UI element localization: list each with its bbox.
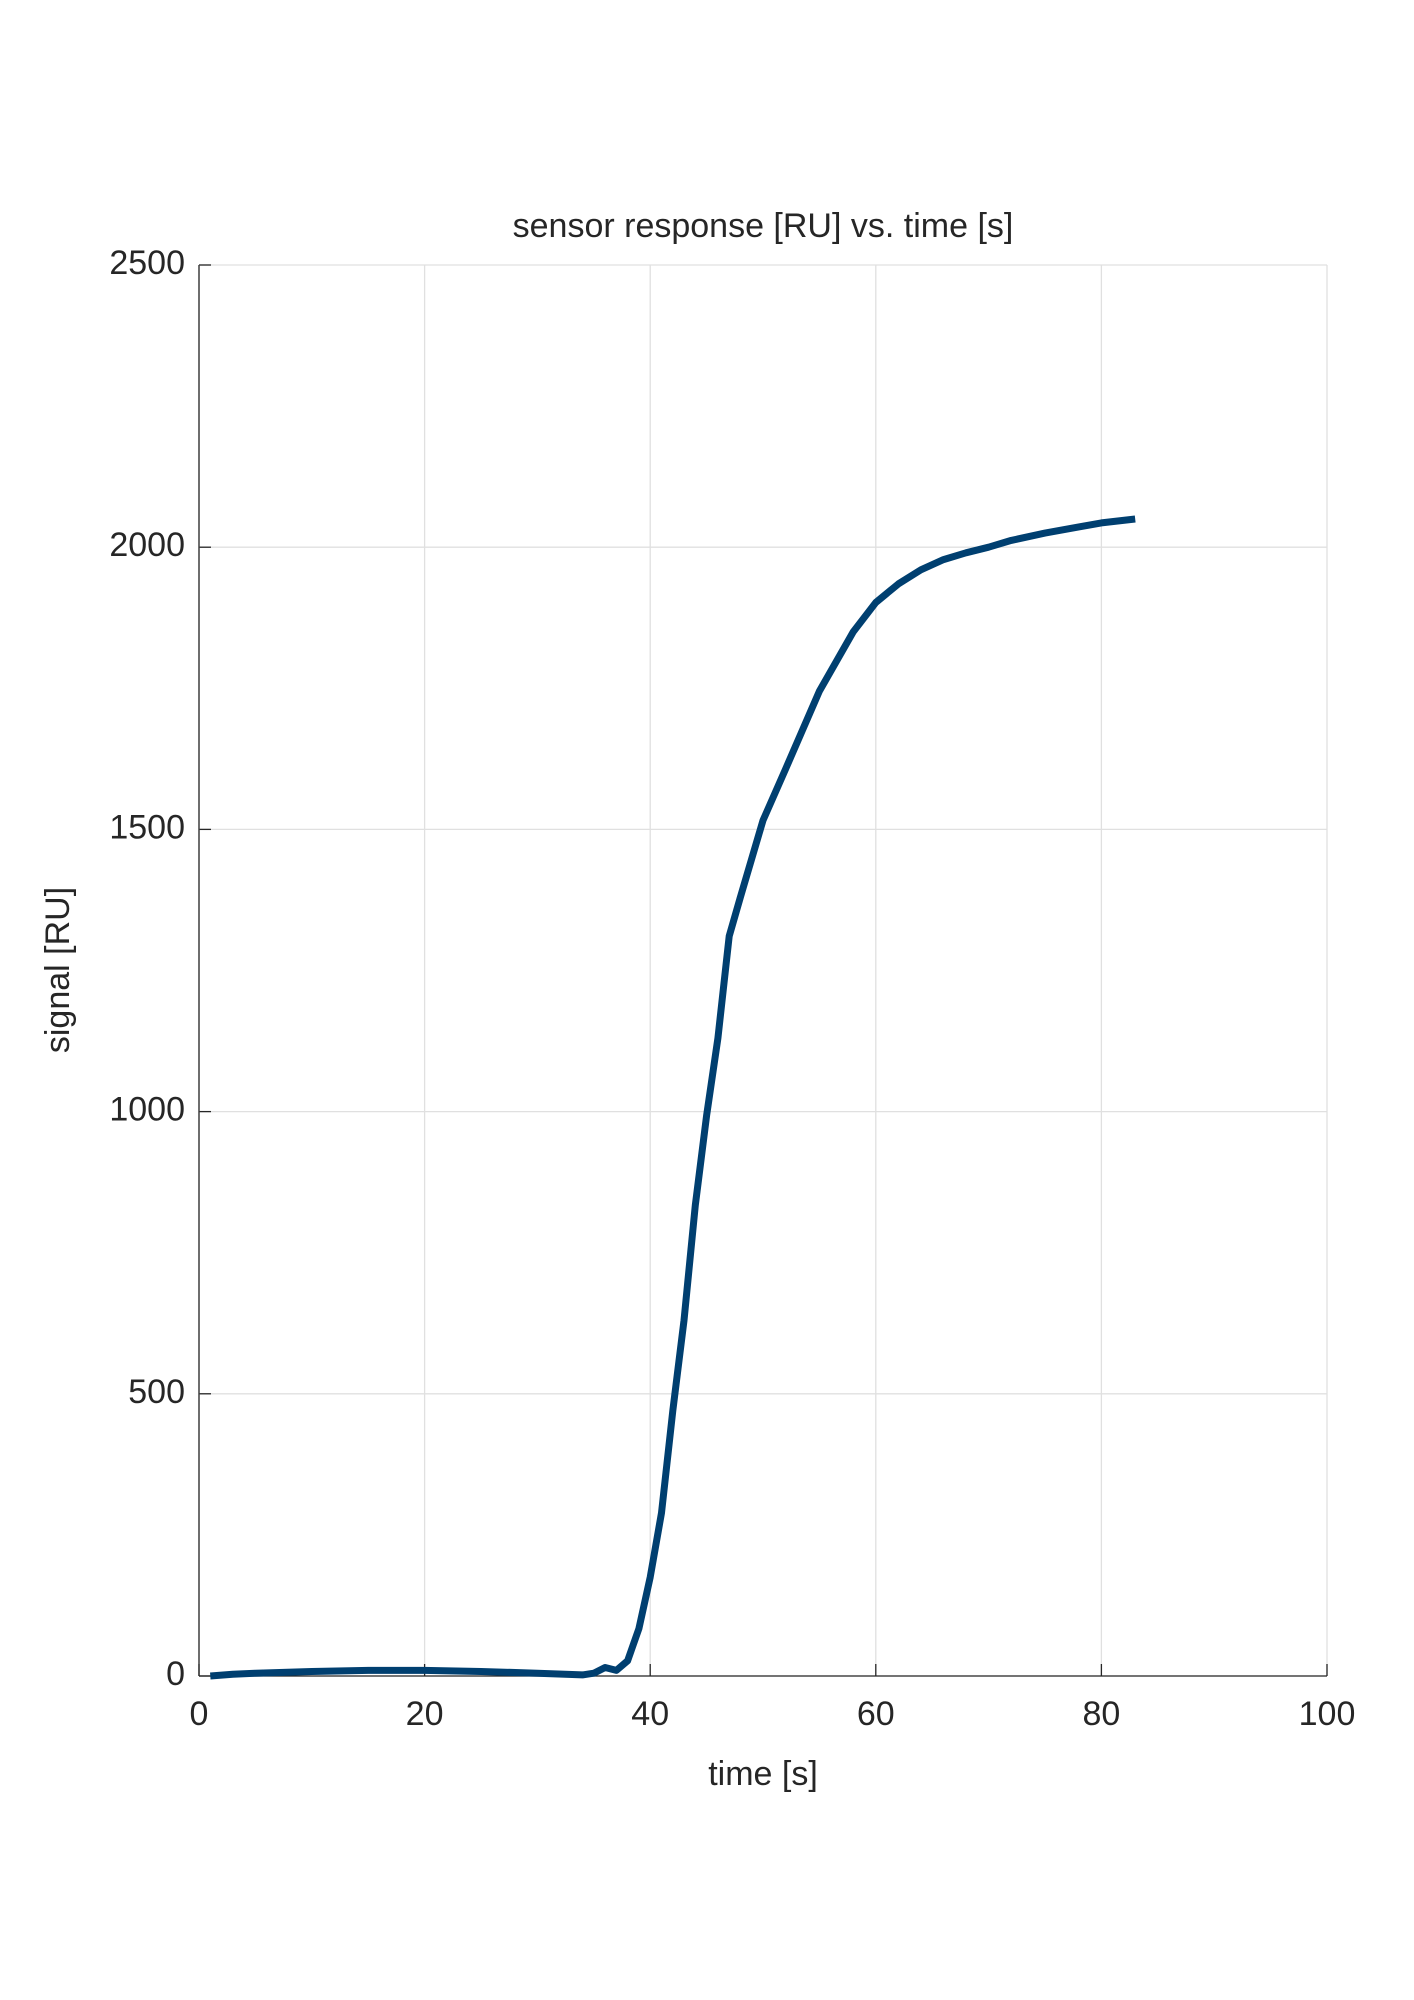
x-tick-label: 40 [631,1695,669,1733]
chart-title: sensor response [RU] vs. time [s] [513,207,1014,245]
x-tick-label: 80 [1082,1695,1120,1733]
y-tick-label: 500 [128,1373,185,1411]
y-axis-label: signal [RU] [39,887,77,1053]
x-tick-label: 0 [190,1695,209,1733]
y-tick-label: 1000 [109,1091,185,1129]
x-tick-label: 20 [406,1695,444,1733]
data-line [210,515,1136,1680]
x-axis-label: time [s] [708,1755,818,1793]
y-tick-label: 2000 [109,526,185,564]
x-tick-label: 60 [857,1695,895,1733]
y-tick-label: 1500 [109,808,185,846]
y-tick-label: 2500 [109,244,185,282]
x-tick-label: 100 [1299,1695,1356,1733]
y-tick-label: 0 [166,1655,185,1693]
